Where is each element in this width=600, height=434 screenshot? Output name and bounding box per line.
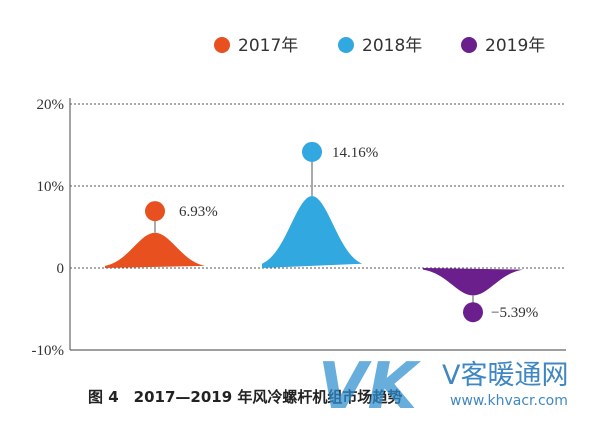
watermark-logo: VK V客暖通网 www.khvacr.com [318,350,568,424]
legend-label: 2017年 [238,36,298,56]
data-point-marker [145,201,165,222]
y-tick-label: -10% [32,343,65,359]
y-tick-label: 10% [37,179,65,195]
data-label: 6.93% [179,204,218,220]
legend-label: 2018年 [362,36,422,56]
series-shape-2018 [262,196,362,268]
legend-marker [461,37,477,53]
data-point-marker [463,302,483,323]
series-shape-2019 [423,268,523,296]
axes [69,98,566,351]
figure-caption: 图 4 2017—2019 年风冷螺杆机组市场趋势 [88,388,402,406]
watermark-letters: VK [318,350,422,424]
data-label: −5.39% [491,305,538,321]
series-shapes [105,141,523,323]
data-labels: 6.93% 14.16% −5.39% [179,145,538,321]
data-label: 14.16% [332,145,378,161]
data-point-marker [302,141,322,162]
legend-label: 2019年 [485,36,545,56]
watermark-url: www.khvacr.com [450,393,568,409]
y-tick-label: 20% [37,97,65,113]
legend-marker [214,37,230,53]
legend-marker [338,37,354,53]
legend: 2017年 2018年 2019年 [214,36,545,56]
y-tick-labels: 20% 10% 0 -10% [32,97,65,359]
gridlines [70,103,566,269]
y-tick-label: 0 [57,261,65,277]
watermark-site-name: V客暖通网 [442,360,568,391]
series-shape-2017 [105,232,205,268]
